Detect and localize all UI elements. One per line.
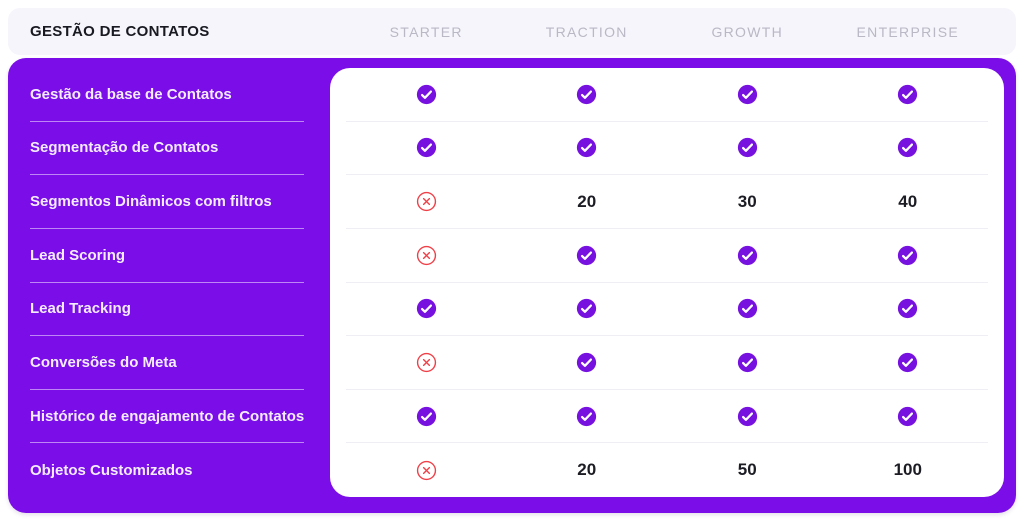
check-circle-icon [576,352,597,373]
comparison-card: 20 30 40 20 50 100 [330,68,1004,497]
page-title: GESTÃO DE CONTATOS [30,23,210,40]
feature-label: Histórico de engajamento de Contatos [30,407,305,425]
feature-label-row: Histórico de engajamento de Contatos [30,390,305,444]
feature-label-row: Gestão da base de Contatos [30,68,305,122]
table-header-bar: GESTÃO DE CONTATOS STARTER TRACTION GROWTH… [8,8,1016,55]
check-circle-icon [416,84,437,105]
feature-label-row: Objetos Customizados [30,443,304,497]
feature-value-text: 20 [577,191,597,211]
plan-headers: STARTER TRACTION GROWTH ENTERPRISE [346,8,988,55]
feature-value-text: 100 [893,460,922,480]
check-circle-icon [416,406,437,427]
feature-sidebar: Gestão da base de Contatos Segmentação de… [30,68,305,497]
feature-value: 100 [894,460,922,480]
check-circle-icon [897,245,918,266]
check-circle-icon [897,137,918,158]
check-circle-icon [737,137,758,158]
plan-column-header: ENTERPRISE [856,23,959,40]
table-row [346,122,988,176]
cross-circle-icon [416,245,437,266]
table-row [346,68,988,122]
table-row: 20 50 100 [346,443,988,497]
check-circle-icon [897,84,918,105]
feature-label: Lead Tracking [30,300,131,318]
table-row [346,283,988,337]
feature-label-row: Segmentos Dinâmicos com filtros [30,175,305,229]
check-circle-icon [576,137,597,158]
check-circle-icon [897,298,918,319]
check-circle-icon [737,245,758,266]
feature-label-row: Lead Scoring [30,229,305,283]
feature-label: Lead Scoring [30,246,126,264]
feature-label-row: Lead Tracking [30,283,305,337]
check-circle-icon [737,298,758,319]
cross-circle-icon [416,352,437,373]
feature-label: Gestão da base de Contatos [30,85,232,103]
feature-value: 50 [738,460,757,480]
feature-value-text: 40 [898,191,918,211]
check-circle-icon [576,245,597,266]
features-panel: Gestão da base de Contatos Segmentação de… [8,58,1016,513]
table-row: 20 30 40 [346,175,988,229]
table-row [346,229,988,283]
cross-circle-icon [416,191,437,212]
feature-value: 20 [577,460,596,480]
check-circle-icon [576,84,597,105]
feature-value: 30 [738,192,757,212]
table-row [346,336,988,390]
feature-label: Objetos Customizados [30,461,193,479]
plan-column-header: TRACTION [545,23,628,40]
feature-label: Segmentos Dinâmicos com filtros [30,193,272,211]
feature-value-text: 20 [577,460,597,480]
check-circle-icon [737,352,758,373]
feature-label-row: Conversões do Meta [30,336,305,390]
table-row [346,390,988,444]
feature-value-text: 50 [737,460,757,480]
plan-column-header: STARTER [389,23,463,40]
check-circle-icon [416,137,437,158]
feature-value-text: 30 [737,191,757,211]
check-circle-icon [737,84,758,105]
feature-label: Conversões do Meta [30,353,177,371]
check-circle-icon [416,298,437,319]
feature-label-row: Segmentação de Contatos [30,122,305,176]
feature-value: 20 [577,192,596,212]
check-circle-icon [897,352,918,373]
check-circle-icon [576,298,597,319]
check-circle-icon [576,406,597,427]
cross-circle-icon [416,460,437,481]
check-circle-icon [897,406,918,427]
plan-column-header: GROWTH [711,23,784,40]
feature-value: 40 [898,192,917,212]
check-circle-icon [737,406,758,427]
feature-label: Segmentação de Contatos [30,139,219,157]
